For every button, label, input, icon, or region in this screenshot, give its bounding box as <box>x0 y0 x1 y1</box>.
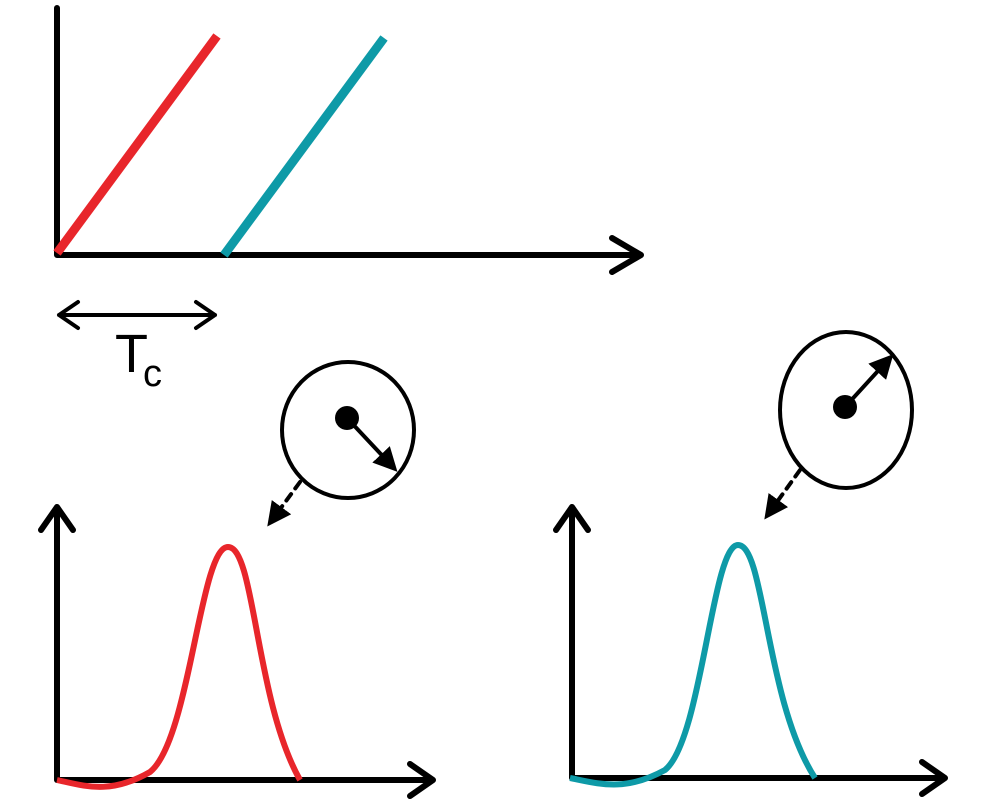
bottom-left-axes <box>38 504 436 799</box>
top-axes <box>54 5 644 275</box>
red-line <box>53 33 221 256</box>
right-particle <box>764 330 914 520</box>
tc-main: T <box>115 324 148 384</box>
bottom-right-axes <box>553 504 948 797</box>
red-peak <box>56 543 303 790</box>
tc-subscript: c <box>143 353 162 395</box>
teal-peak <box>569 541 818 788</box>
left-particle <box>267 360 416 527</box>
teal-line <box>220 35 388 258</box>
tc-arrow <box>57 300 217 330</box>
